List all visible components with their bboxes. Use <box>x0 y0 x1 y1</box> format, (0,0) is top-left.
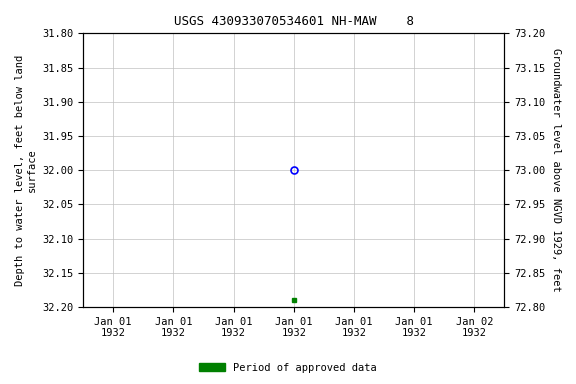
Title: USGS 430933070534601 NH-MAW    8: USGS 430933070534601 NH-MAW 8 <box>174 15 414 28</box>
Legend: Period of approved data: Period of approved data <box>195 359 381 377</box>
Y-axis label: Depth to water level, feet below land
surface: Depth to water level, feet below land su… <box>15 55 37 286</box>
Y-axis label: Groundwater level above NGVD 1929, feet: Groundwater level above NGVD 1929, feet <box>551 48 561 292</box>
